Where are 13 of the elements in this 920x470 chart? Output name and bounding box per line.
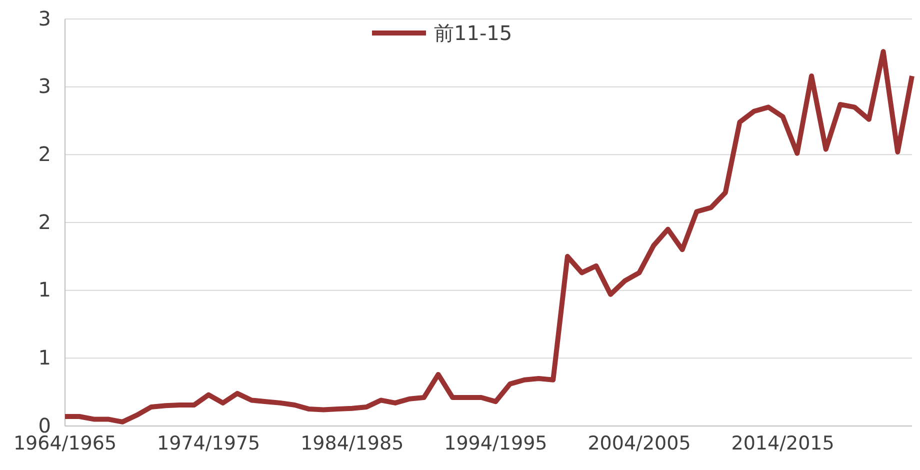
y-tick-label: 3 [38,74,51,98]
y-tick-label: 2 [38,142,51,166]
y-tick-label: 3 [38,6,51,30]
x-tick-label: 2004/2005 [588,432,691,454]
legend-label: 前11-15 [434,21,512,45]
x-tick-label: 2014/2015 [731,432,834,454]
y-tick-label: 1 [38,346,51,370]
x-tick-label: 1974/1975 [157,432,260,454]
x-tick-label: 1994/1995 [444,432,548,454]
x-tick-label: 1964/1965 [13,432,117,454]
x-tick-label: 1984/1985 [300,432,404,454]
y-tick-label: 1 [38,278,51,302]
y-tick-label: 2 [38,210,51,234]
